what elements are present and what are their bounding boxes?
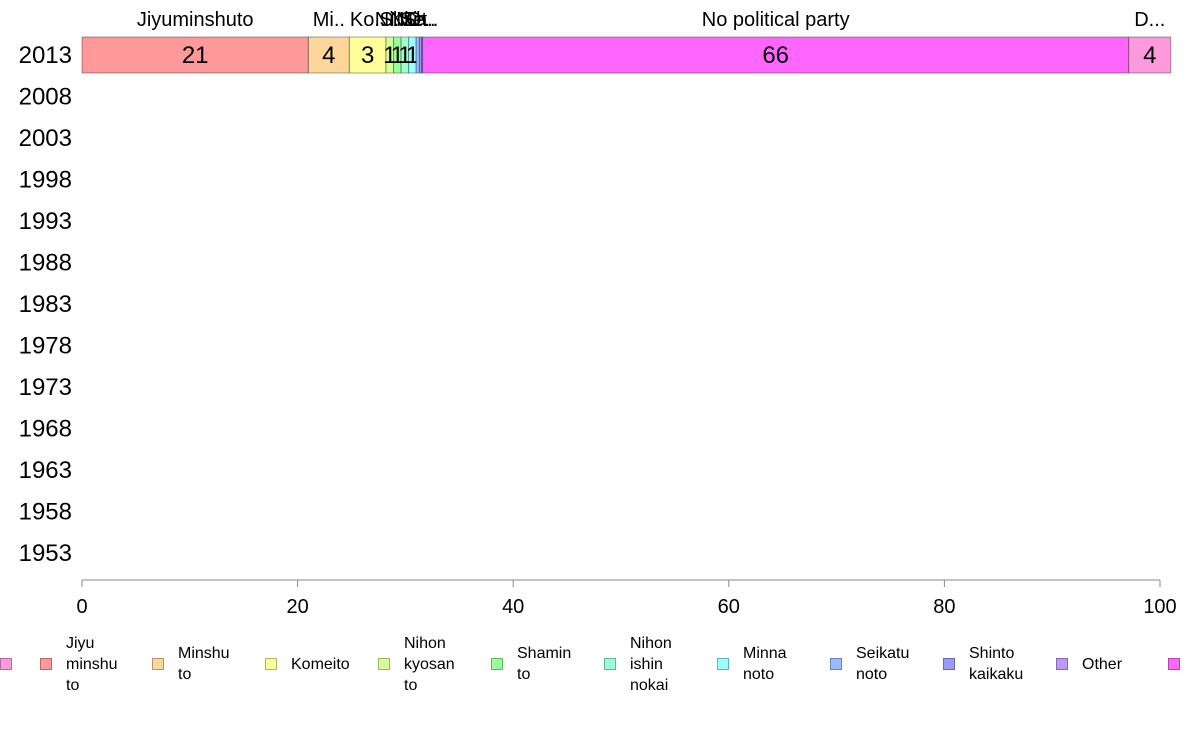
legend-swatch [0, 658, 12, 670]
legend-label: Minshu to [178, 645, 230, 683]
data-label: 4 [1143, 42, 1156, 69]
legend-swatch [604, 658, 616, 670]
data-label: 3 [361, 42, 374, 69]
category-label: 1958 [19, 499, 72, 526]
x-tick-label: 100 [1143, 596, 1176, 618]
legend-label: Komeito [291, 655, 350, 673]
chart-svg: 2013200820031998199319881983197819731968… [19, 9, 1177, 618]
legend-swatch [152, 658, 164, 670]
legend-swatch [943, 658, 955, 670]
segment-label: Ko.. [350, 9, 386, 31]
category-label: 1953 [19, 540, 72, 567]
x-tick-label: 0 [76, 596, 87, 618]
legend-label: Shinto kaikaku [969, 645, 1024, 683]
segment-label: Mi.. [313, 9, 345, 31]
bar-segment [81, 36, 309, 74]
legend: Jiyu minshu to Minshu to Komeito Nihon kyos… [0, 624, 1188, 704]
category-label: 1993 [19, 208, 72, 235]
segment-label: Mi.. [396, 9, 428, 31]
legend-item: Shinto kaikaku [943, 624, 1023, 704]
category-label: 2003 [19, 125, 72, 152]
legend-label: Seikatu noto [856, 645, 910, 683]
category-label: 1968 [19, 416, 72, 443]
data-label: 1 [383, 42, 396, 69]
bar-segment [1128, 36, 1172, 74]
legend-item: Shamin to [491, 624, 571, 704]
x-tick-label: 20 [286, 596, 308, 618]
data-label: 21 [182, 42, 209, 69]
data-label: 1 [406, 42, 419, 69]
bar-segment [393, 36, 402, 74]
segment-label: Jiyuminshuto [137, 9, 254, 31]
legend-label: Other [1082, 655, 1123, 673]
segment-label: No political party [702, 9, 850, 31]
legend-swatch [265, 658, 277, 670]
category-label: 1973 [19, 374, 72, 401]
segment-label: Ni.. [390, 9, 420, 31]
category-label: 1988 [19, 250, 72, 277]
legend-label: Nihon ishin nokai [630, 634, 672, 694]
category-label: 2013 [19, 42, 72, 69]
legend-item [0, 624, 12, 704]
legend-label: Nihon kyosan to [404, 634, 455, 694]
legend-item: Seikatu noto [830, 624, 909, 704]
legend-item: Minna noto [717, 624, 787, 704]
bar-segment [307, 36, 350, 74]
x-tick-label: 40 [502, 596, 524, 618]
x-tick-label: 80 [933, 596, 955, 618]
data-label: 4 [322, 42, 335, 69]
category-label: 1978 [19, 333, 72, 360]
segment-label: Sh.. [380, 9, 416, 31]
bar-segment [348, 36, 387, 74]
legend-label: Jiyu minshu to [66, 634, 118, 694]
category-label: 1998 [19, 167, 72, 194]
bar-segment [422, 36, 1130, 74]
legend-swatch [491, 658, 503, 670]
segment-label: Se.. [400, 9, 436, 31]
category-label: 1963 [19, 457, 72, 484]
legend-item: Minshu to [152, 624, 230, 704]
legend-swatch [1168, 658, 1180, 670]
segment-label: D... [1134, 9, 1165, 31]
legend-swatch [830, 658, 842, 670]
legend-label: Minna noto [743, 645, 787, 683]
data-label: 66 [762, 42, 789, 69]
legend-item: Komeito [265, 624, 350, 704]
segment-label: Ni.. [375, 9, 405, 31]
data-label: 1 [391, 42, 404, 69]
segment-label: Ot.. [406, 9, 438, 31]
legend-swatch [378, 658, 390, 670]
legend-item: Other [1056, 624, 1122, 704]
legend-swatch [1056, 658, 1068, 670]
legend-item: Nihon ishin nokai [604, 624, 672, 704]
legend-swatch [717, 658, 729, 670]
x-tick-label: 60 [718, 596, 740, 618]
category-label: 2008 [19, 84, 72, 111]
category-label: 1983 [19, 291, 72, 318]
data-label: 1 [398, 42, 411, 69]
legend-item: No political party [1168, 624, 1188, 704]
legend-label: Shamin to [517, 645, 572, 683]
legend-item: Nihon kyosan to [378, 624, 455, 704]
segment-label: Sh.. [403, 9, 439, 31]
legend-item: Jiyu minshu to [40, 624, 118, 704]
legend-swatch [40, 658, 52, 670]
